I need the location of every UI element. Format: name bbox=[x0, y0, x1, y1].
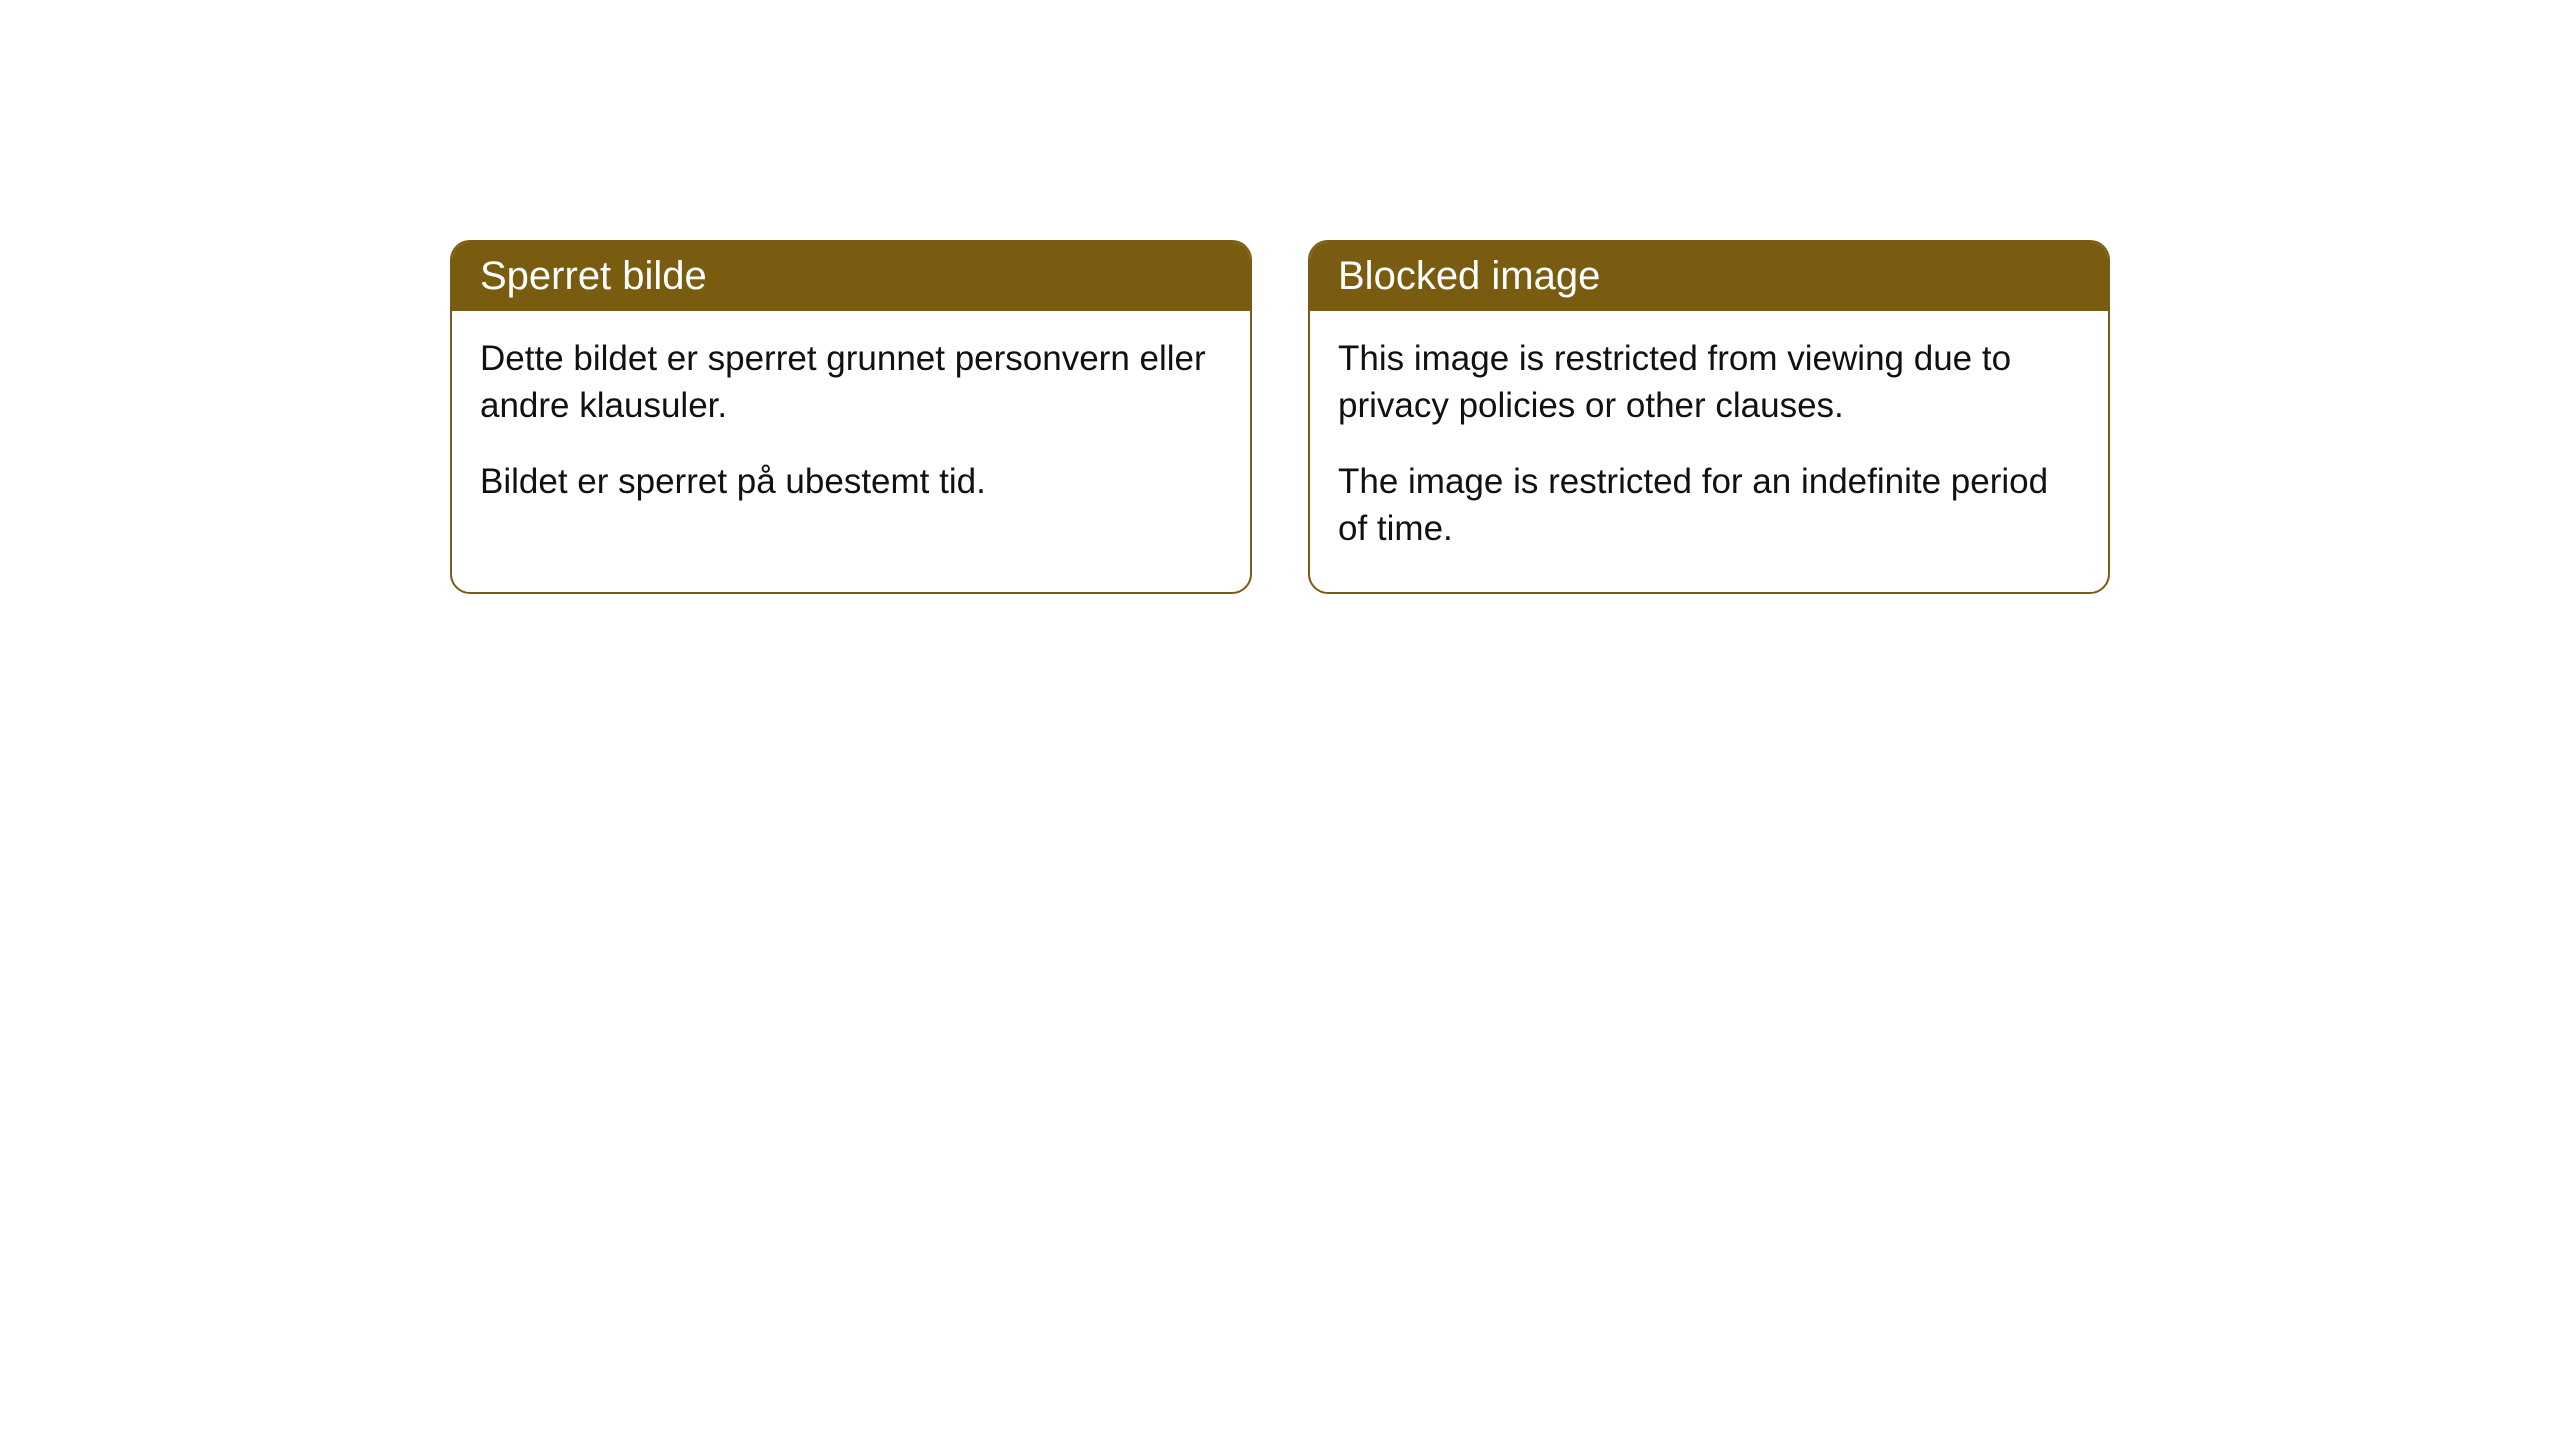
paragraph-2-norwegian: Bildet er sperret på ubestemt tid. bbox=[480, 458, 1222, 505]
card-english: Blocked image This image is restricted f… bbox=[1308, 240, 2110, 594]
card-body-norwegian: Dette bildet er sperret grunnet personve… bbox=[452, 311, 1250, 545]
card-norwegian: Sperret bilde Dette bildet er sperret gr… bbox=[450, 240, 1252, 594]
card-header-norwegian: Sperret bilde bbox=[452, 242, 1250, 311]
cards-container: Sperret bilde Dette bildet er sperret gr… bbox=[450, 240, 2110, 594]
paragraph-1-norwegian: Dette bildet er sperret grunnet personve… bbox=[480, 335, 1222, 430]
paragraph-2-english: The image is restricted for an indefinit… bbox=[1338, 458, 2080, 553]
card-header-english: Blocked image bbox=[1310, 242, 2108, 311]
card-body-english: This image is restricted from viewing du… bbox=[1310, 311, 2108, 592]
paragraph-1-english: This image is restricted from viewing du… bbox=[1338, 335, 2080, 430]
